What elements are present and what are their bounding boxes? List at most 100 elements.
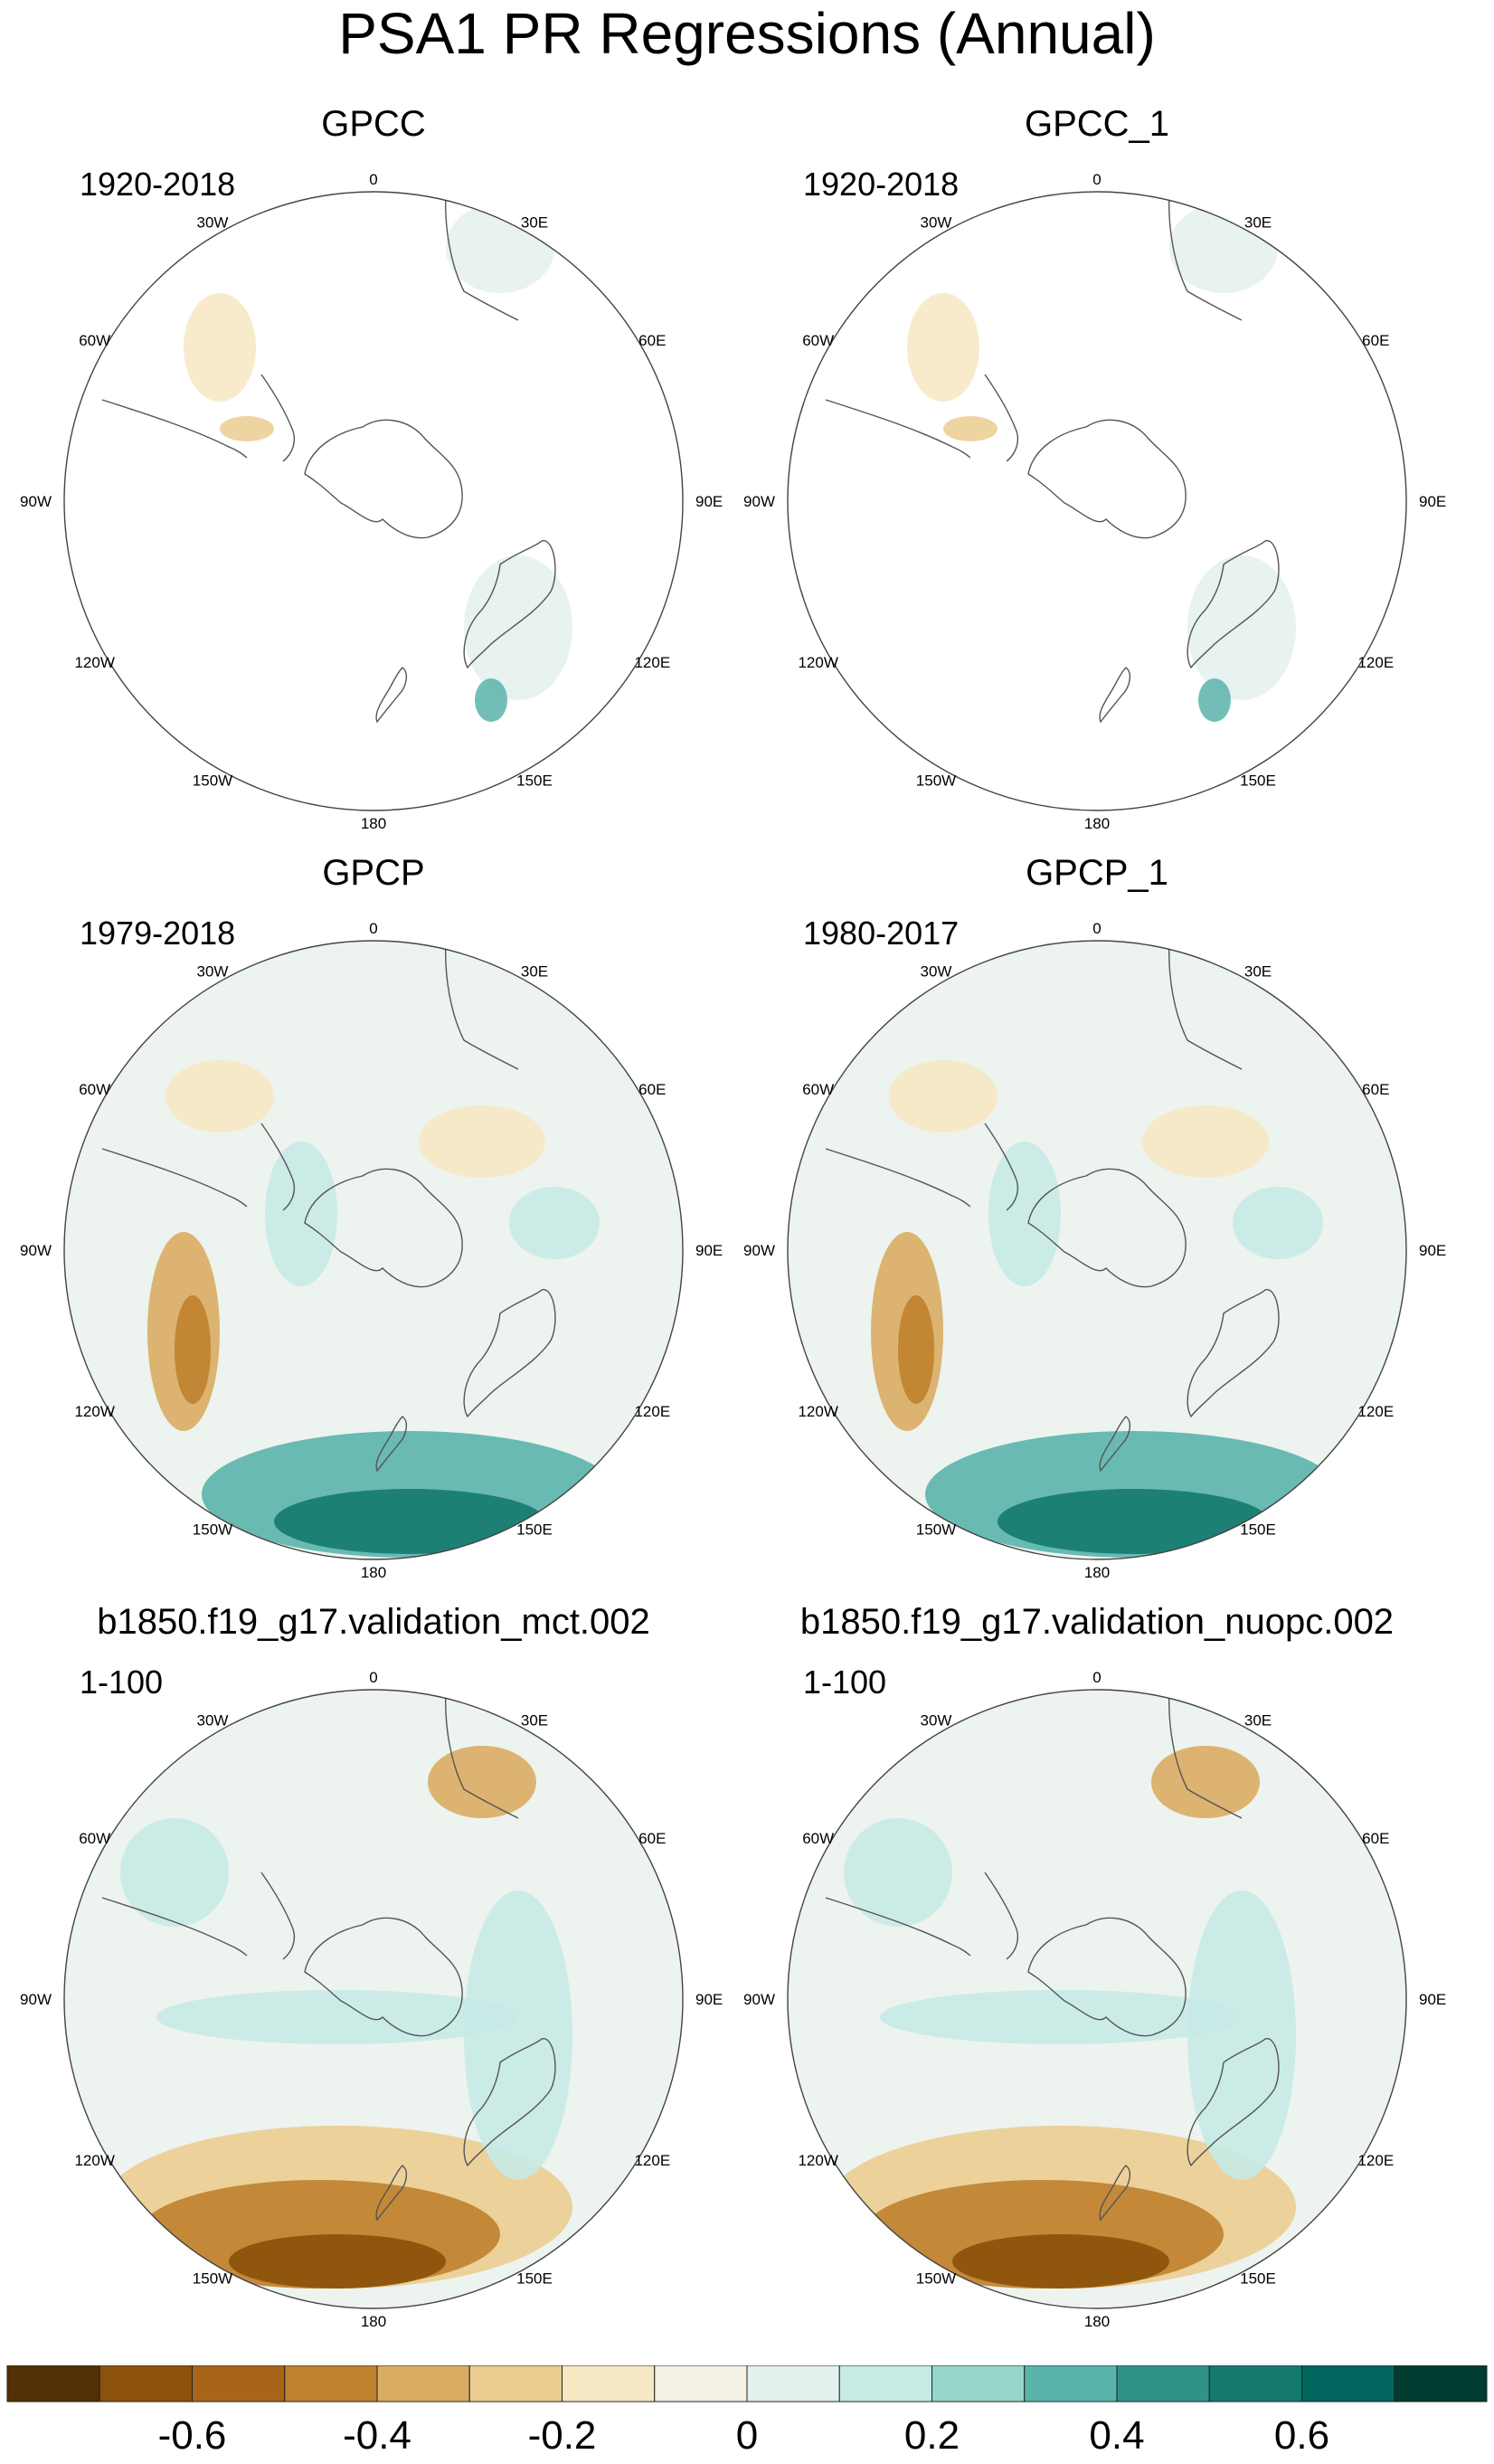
coastline xyxy=(375,1416,408,1473)
colorbar-segment xyxy=(562,2365,656,2402)
colorbar-segment xyxy=(468,2365,563,2402)
longitude-label: 90E xyxy=(695,1991,723,2008)
longitude-label: 180 xyxy=(1084,1564,1110,1581)
polar-map: 0 30E 60E 90E 120E 150E 180 150W 120W 90W 60W 30W xyxy=(20,1669,723,2330)
longitude-label: 90E xyxy=(1419,1991,1446,2008)
anomaly-contour xyxy=(1151,1746,1260,1818)
coastline xyxy=(444,1690,519,1819)
panel-title: GPCP xyxy=(322,853,425,893)
longitude-label: 30W xyxy=(197,963,229,981)
panel-period: 1980-2017 xyxy=(803,915,960,952)
field-background xyxy=(64,192,683,810)
field-background xyxy=(788,192,1406,810)
anomaly-contour xyxy=(844,1818,952,1927)
coastline xyxy=(984,1123,1019,1211)
map-boundary xyxy=(787,1689,1407,2309)
anomaly-contour xyxy=(419,1105,545,1178)
longitude-label: 60W xyxy=(802,1830,834,1847)
coastline xyxy=(1304,256,1329,276)
longitude-label: 120E xyxy=(634,1403,670,1420)
coastline xyxy=(1187,540,1280,669)
longitude-label: 30E xyxy=(521,1712,548,1730)
colorbar-label: 0 xyxy=(736,2413,758,2458)
coastline xyxy=(825,1897,971,1957)
land-anomaly xyxy=(220,416,274,441)
longitude-label: 0 xyxy=(1092,1669,1101,1686)
anomaly-contour xyxy=(175,1295,211,1404)
coastline xyxy=(444,941,519,1070)
longitude-label: 120W xyxy=(74,2152,114,2169)
coastline xyxy=(581,1005,606,1025)
panel-title: GPCC_1 xyxy=(1024,104,1170,144)
longitude-label: 180 xyxy=(361,2313,386,2330)
anomaly-contour xyxy=(265,1142,337,1286)
land-anomaly xyxy=(943,416,998,441)
coastline xyxy=(101,399,248,459)
map-panel: b1850.f19_g17.validation_nuopc.002 1-100… xyxy=(723,1599,1470,2346)
anomaly-contour xyxy=(988,1142,1061,1286)
coastline xyxy=(260,1872,296,1960)
longitude-label: 30E xyxy=(521,963,548,981)
panel-title: b1850.f19_g17.validation_mct.002 xyxy=(97,1602,650,1642)
longitude-label: 90E xyxy=(695,1242,723,1259)
longitude-label: 120W xyxy=(798,2152,837,2169)
panel-title: GPCC xyxy=(321,104,426,144)
longitude-label: 30W xyxy=(197,214,229,232)
longitude-label: 150W xyxy=(916,772,956,789)
longitude-label: 150E xyxy=(1240,1521,1276,1538)
anomaly-contour xyxy=(880,1990,1242,2044)
longitude-label: 120W xyxy=(798,1403,837,1420)
longitude-label: 0 xyxy=(369,1669,377,1686)
longitude-label: 120W xyxy=(74,654,114,671)
longitude-label: 60W xyxy=(79,1081,110,1098)
longitude-label: 30W xyxy=(197,1712,229,1730)
colorbar-label: -0.4 xyxy=(343,2413,411,2458)
coastline xyxy=(1099,667,1131,724)
longitude-label: 150E xyxy=(1240,2270,1276,2287)
coastline xyxy=(581,256,606,276)
longitude-label: 150E xyxy=(1240,772,1276,789)
land-anomaly xyxy=(1198,678,1231,722)
panel-title: GPCP_1 xyxy=(1026,853,1168,893)
coastline xyxy=(101,1897,248,1957)
land-anomaly xyxy=(475,678,507,722)
map-panel: GPCC 1920-2018 0 30E 60E 90E 120E 150E 180 150W… xyxy=(0,101,747,848)
land-anomaly xyxy=(464,555,572,700)
land-anomaly xyxy=(184,293,256,402)
longitude-label: 120E xyxy=(634,2152,670,2169)
coastline xyxy=(375,2165,408,2222)
panel-period: 1-100 xyxy=(80,1663,164,1701)
longitude-label: 0 xyxy=(369,171,377,188)
coastline xyxy=(1099,1416,1131,1473)
coastline xyxy=(304,1917,463,2037)
anomaly-contour xyxy=(274,1489,545,1554)
coastline xyxy=(1168,192,1243,321)
colorbar-segment xyxy=(1116,2365,1210,2402)
coastline xyxy=(1099,2165,1131,2222)
colorbar-segment xyxy=(1024,2365,1118,2402)
longitude-label: 30E xyxy=(1244,963,1272,981)
longitude-label: 0 xyxy=(1092,920,1101,937)
longitude-label: 150E xyxy=(516,2270,553,2287)
map-panel: GPCP 1979-2018 0 30E 60E 90E 120E 150E 180 150W… xyxy=(0,850,747,1597)
colorbar-segment xyxy=(1394,2365,1488,2402)
longitude-label: 30E xyxy=(1244,214,1272,232)
colorbar-segment xyxy=(376,2365,470,2402)
coastline xyxy=(984,374,1019,462)
longitude-label: 60W xyxy=(802,332,834,349)
longitude-label: 30E xyxy=(1244,1712,1272,1730)
longitude-label: 30W xyxy=(921,1712,952,1730)
coastline xyxy=(304,1168,463,1288)
anomaly-contour xyxy=(889,1060,998,1132)
coastline xyxy=(304,419,463,539)
longitude-label: 120E xyxy=(1357,1403,1394,1420)
colorbar-label: 0.4 xyxy=(1089,2413,1144,2458)
main-title: PSA1 PR Regressions (Annual) xyxy=(338,1,1156,66)
map-panel: GPCC_1 1920-2018 0 30E 60E 90E 120E 150E 180 15… xyxy=(723,101,1470,848)
coastline xyxy=(1304,1754,1329,1774)
longitude-label: 60E xyxy=(1362,1081,1389,1098)
polar-map: 0 30E 60E 90E 120E 150E 180 150W 120W 90W 60W 30W xyxy=(20,171,723,832)
anomaly-contour xyxy=(998,1489,1269,1554)
coastline xyxy=(984,1872,1019,1960)
anomaly-contour xyxy=(1187,1891,1296,2180)
